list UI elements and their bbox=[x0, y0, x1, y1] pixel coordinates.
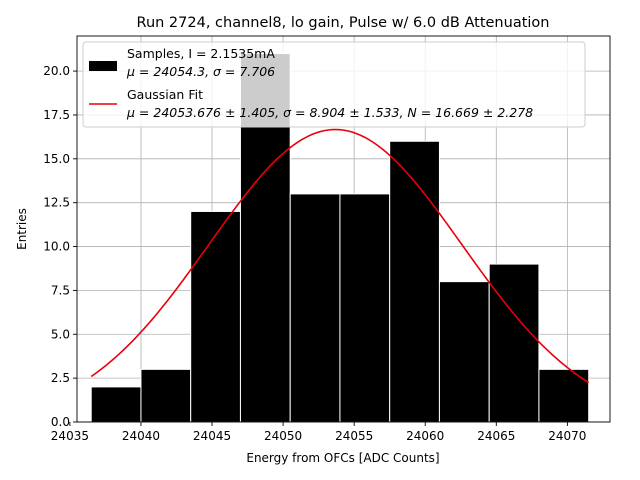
histogram-bar-7 bbox=[438, 281, 490, 423]
histogram-bar-4 bbox=[289, 193, 341, 423]
x-tick-label-4: 24055 bbox=[335, 429, 373, 443]
x-tick-label-2: 24045 bbox=[193, 429, 231, 443]
y-tick-label-5: 12.5 bbox=[43, 196, 70, 210]
x-tick-label-1: 24040 bbox=[122, 429, 160, 443]
y-tick-label-7: 17.5 bbox=[43, 108, 70, 122]
y-tick-label-8: 20.0 bbox=[43, 64, 70, 78]
y-tick-label-2: 5.0 bbox=[51, 327, 70, 341]
legend-fit-name: Gaussian Fit bbox=[127, 87, 203, 102]
y-axis-ticks: 0.0 2.5 5.0 7.5 10.0 12.5 15.0 17.5 20.0 bbox=[43, 64, 77, 429]
gaussian-fit-curve bbox=[90, 128, 590, 384]
y-tick-label-0: 0.0 bbox=[51, 415, 70, 429]
y-tick-label-1: 2.5 bbox=[51, 371, 70, 385]
histogram-bar-6 bbox=[389, 140, 440, 423]
x-tick-label-3: 24050 bbox=[264, 429, 302, 443]
legend-frame bbox=[82, 41, 586, 128]
y-tick-label-3: 7.5 bbox=[51, 283, 70, 297]
histogram-bar-9 bbox=[538, 368, 590, 423]
x-tick-label-7: 24070 bbox=[548, 429, 586, 443]
histogram-bar-0 bbox=[90, 386, 142, 423]
legend-histogram-name: Samples, I = 2.1535mA bbox=[127, 46, 275, 61]
x-axis-ticks: 24035 24040 24045 24050 24055 24060 24065 24070 bbox=[51, 422, 586, 443]
legend: Samples, I = 2.1535mA μ = 24054.3, σ = 7… bbox=[82, 41, 586, 128]
x-tick-label-0: 24035 bbox=[51, 429, 89, 443]
x-axis-label: Energy from OFCs [ADC Counts] bbox=[246, 451, 439, 465]
histogram-bar-1 bbox=[140, 368, 192, 423]
x-tick-label-5: 24060 bbox=[406, 429, 444, 443]
legend-histogram-stats: μ = 24054.3, σ = 7.706 bbox=[126, 64, 275, 79]
chart-title: Run 2724, channel8, lo gain, Pulse w/ 6.… bbox=[137, 15, 550, 31]
y-axis-label: Entries bbox=[15, 208, 29, 250]
legend-histogram-swatch bbox=[89, 61, 117, 71]
histogram-bar-2 bbox=[190, 210, 241, 423]
plot-frame bbox=[76, 35, 611, 423]
histogram-bar-8 bbox=[488, 263, 540, 423]
y-tick-label-6: 15.0 bbox=[43, 152, 70, 166]
histogram-bar-5 bbox=[339, 193, 391, 423]
legend-fit-stats: μ = 24053.676 ± 1.405, σ = 8.904 ± 1.533… bbox=[126, 105, 533, 120]
y-tick-label-4: 10.0 bbox=[43, 240, 70, 254]
x-tick-label-6: 24065 bbox=[477, 429, 515, 443]
